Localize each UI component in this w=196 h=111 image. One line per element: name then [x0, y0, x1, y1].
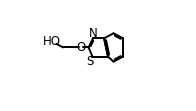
Text: HO: HO	[42, 35, 60, 48]
Text: S: S	[86, 55, 94, 68]
Text: O: O	[76, 41, 85, 54]
Text: N: N	[88, 27, 97, 40]
